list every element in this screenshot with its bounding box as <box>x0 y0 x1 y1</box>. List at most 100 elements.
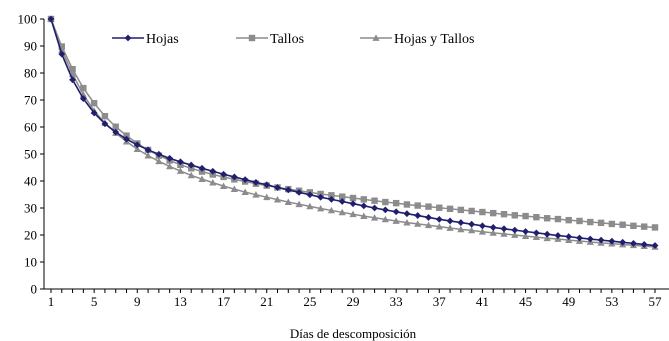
data-point <box>101 120 109 128</box>
data-point <box>554 232 562 239</box>
data-point <box>338 198 346 205</box>
data-point <box>306 191 314 199</box>
data-point <box>69 66 76 73</box>
data-point <box>489 224 497 231</box>
data-point <box>457 219 465 226</box>
data-point <box>468 220 476 228</box>
data-point <box>176 167 185 174</box>
x-tick-label: 49 <box>562 294 575 309</box>
data-point <box>392 199 400 207</box>
data-point <box>382 198 389 206</box>
data-point <box>608 220 616 228</box>
data-point <box>381 215 389 223</box>
x-tick-label: 17 <box>217 294 231 309</box>
data-point <box>543 215 551 222</box>
data-point <box>457 225 465 233</box>
data-point <box>392 208 400 216</box>
data-point <box>112 123 119 130</box>
series-tallos <box>47 15 659 231</box>
legend-marker <box>124 34 132 42</box>
data-point <box>144 146 152 154</box>
data-point <box>338 208 346 216</box>
legend-marker <box>372 34 380 41</box>
data-point <box>446 205 454 213</box>
data-point <box>543 230 551 238</box>
data-point <box>608 237 616 245</box>
data-point <box>533 213 540 221</box>
data-point <box>641 223 648 230</box>
data-point <box>349 194 357 202</box>
data-point <box>630 222 637 230</box>
x-tick-label: 21 <box>260 294 273 309</box>
data-point <box>90 100 98 107</box>
data-point <box>317 204 325 212</box>
data-point <box>274 184 281 191</box>
data-point <box>177 158 184 166</box>
data-point <box>80 84 87 92</box>
data-point <box>371 204 378 212</box>
data-point <box>651 224 659 231</box>
y-tick-label: 80 <box>24 66 37 81</box>
data-point <box>414 202 421 209</box>
data-point <box>198 175 206 182</box>
legend-item: Tallos <box>236 32 304 47</box>
data-point <box>252 178 260 186</box>
data-point <box>435 223 443 230</box>
data-point <box>468 226 476 234</box>
y-tick-label: 70 <box>24 93 37 108</box>
data-point <box>403 201 411 208</box>
legend-marker <box>248 34 256 42</box>
data-point <box>554 215 562 223</box>
data-point <box>123 132 130 139</box>
data-point <box>58 46 66 53</box>
y-tick-label: 100 <box>18 12 38 27</box>
data-point <box>327 206 336 214</box>
data-point <box>360 196 367 203</box>
data-point <box>166 154 174 162</box>
data-point <box>619 221 626 228</box>
data-point <box>263 181 271 189</box>
x-tick-label: 9 <box>134 294 141 309</box>
data-point <box>403 218 411 226</box>
data-point <box>219 182 228 190</box>
y-axis: 0 10 20 30 40 50 60 70 80 90 100 <box>18 12 45 297</box>
data-point <box>446 217 454 225</box>
legend-label: Hojas <box>146 32 179 47</box>
data-point <box>360 202 368 210</box>
data-point <box>317 193 325 201</box>
data-point <box>241 188 249 195</box>
data-point <box>187 171 195 179</box>
x-tick-label: 5 <box>91 294 98 309</box>
data-point <box>425 203 432 210</box>
x-tick-label: 1 <box>48 294 55 309</box>
data-point <box>565 233 573 241</box>
y-tick-label: 40 <box>24 174 37 189</box>
series-layer <box>47 15 659 250</box>
data-point <box>284 198 292 205</box>
data-point <box>295 200 303 208</box>
data-point <box>339 193 346 200</box>
data-point <box>284 186 292 194</box>
data-point <box>371 197 378 204</box>
data-point <box>619 238 627 246</box>
data-point <box>511 212 518 219</box>
data-point <box>349 200 357 208</box>
data-point <box>511 226 519 234</box>
data-point <box>79 95 87 103</box>
data-point <box>522 228 529 235</box>
data-point <box>414 212 422 219</box>
data-point <box>230 185 238 192</box>
data-point <box>489 229 497 236</box>
data-point <box>500 225 508 233</box>
data-point <box>306 202 314 210</box>
data-point <box>209 167 217 175</box>
data-point <box>69 76 76 84</box>
data-point <box>521 232 530 239</box>
legend-label: Tallos <box>270 32 304 47</box>
data-point <box>187 161 195 169</box>
data-point <box>414 220 422 227</box>
y-tick-label: 50 <box>24 147 37 162</box>
data-point <box>328 192 335 199</box>
y-tick-label: 20 <box>24 228 37 243</box>
